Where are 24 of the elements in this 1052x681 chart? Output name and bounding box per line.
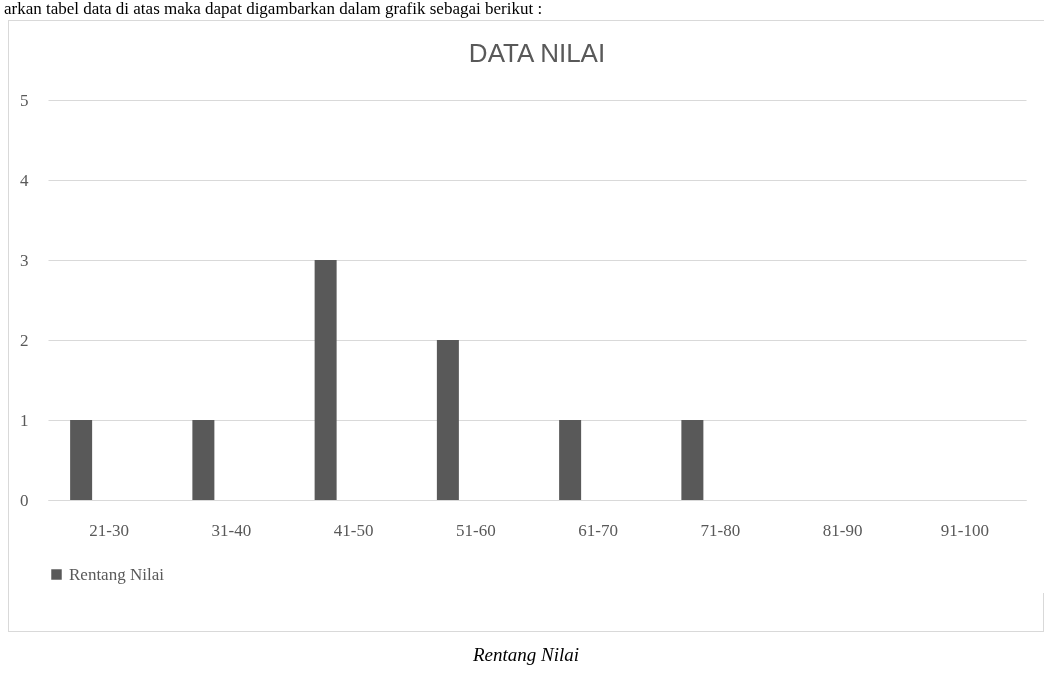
- x-tick-label: 21-30: [89, 520, 129, 540]
- x-tick-label: 81-90: [822, 520, 863, 540]
- x-tick-label: 71-80: [700, 520, 741, 540]
- y-tick-label: 3: [20, 250, 29, 270]
- text: Rentang Nilai: [471, 644, 581, 666]
- chart-title: DATA NILAI: [468, 38, 606, 68]
- x-tick-label: 51-60: [456, 520, 496, 540]
- legend-label: Rentang Nilai: [69, 564, 165, 584]
- x-tick-label: 31-40: [211, 520, 252, 540]
- x-tick-label: 91-100: [940, 520, 989, 540]
- x-tick-label: 41-50: [333, 520, 374, 540]
- bar: [314, 260, 337, 500]
- bar: [559, 420, 582, 500]
- bar: [192, 420, 215, 500]
- y-tick-label: 4: [20, 170, 29, 190]
- bar: [70, 420, 93, 500]
- bar: [681, 420, 704, 500]
- text: arkan tabel data di atas maka dapat digambarkan dalam grafik sebagai berikut :: [3, 0, 544, 20]
- y-tick-label: 1: [20, 410, 29, 430]
- x-tick-label: 61-70: [578, 520, 618, 540]
- y-tick-label: 2: [20, 330, 29, 350]
- bar: [436, 340, 459, 500]
- y-tick-label: 5: [20, 90, 29, 110]
- y-tick-label: 0: [20, 490, 29, 510]
